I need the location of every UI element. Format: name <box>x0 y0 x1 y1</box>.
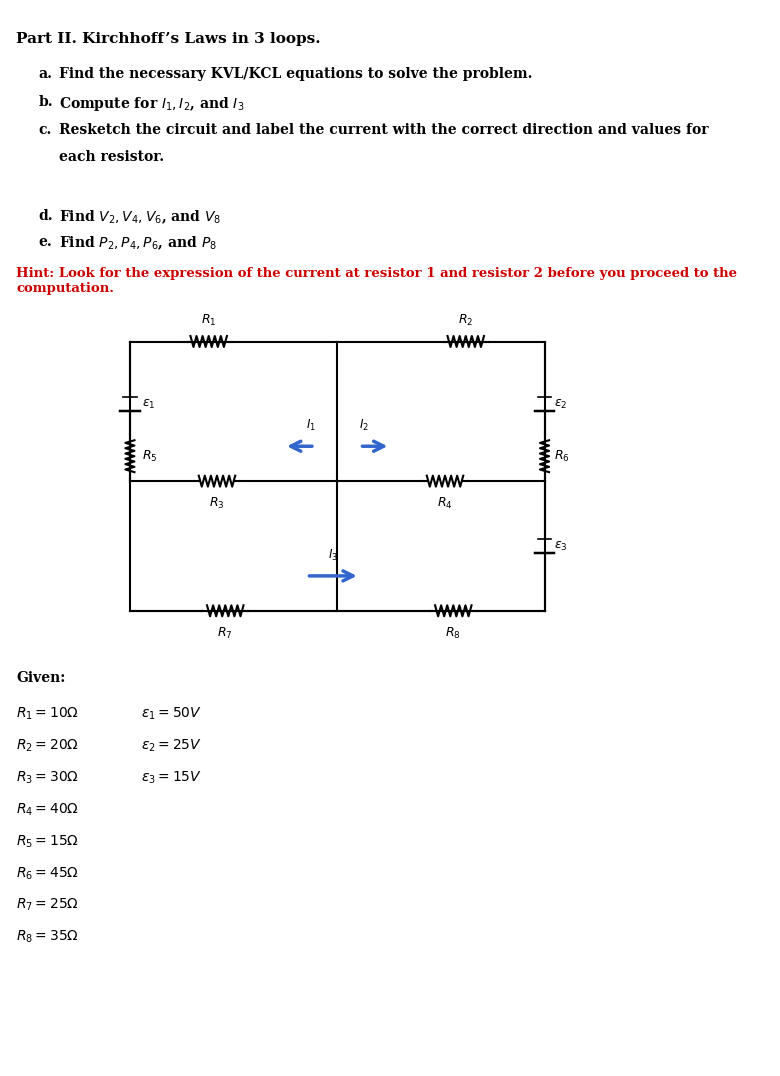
Text: $R_5 = 15\Omega$: $R_5 = 15\Omega$ <box>16 833 80 850</box>
Text: $I_2$: $I_2$ <box>359 419 369 434</box>
Text: $\varepsilon_1$: $\varepsilon_1$ <box>143 398 156 411</box>
Text: d.: d. <box>39 209 53 223</box>
Text: $R_1 = 10\Omega$: $R_1 = 10\Omega$ <box>16 706 80 722</box>
Text: $R_7 = 25\Omega$: $R_7 = 25\Omega$ <box>16 897 80 914</box>
Text: a.: a. <box>39 67 53 81</box>
Text: $R_1$: $R_1$ <box>201 312 216 327</box>
Text: Part II. Kirchhoff’s Laws in 3 loops.: Part II. Kirchhoff’s Laws in 3 loops. <box>16 32 321 46</box>
Text: Compute for $I_1, I_2$, and $I_3$: Compute for $I_1, I_2$, and $I_3$ <box>59 95 245 113</box>
Text: $R_7$: $R_7$ <box>218 626 233 641</box>
Text: $R_5$: $R_5$ <box>143 449 158 464</box>
Text: Hint: Look for the expression of the current at resistor 1 and resistor 2 before: Hint: Look for the expression of the cur… <box>16 267 737 295</box>
Text: Resketch the circuit and label the current with the correct direction and values: Resketch the circuit and label the curre… <box>59 123 709 137</box>
Text: e.: e. <box>39 235 52 249</box>
Text: $R_2 = 20\Omega$: $R_2 = 20\Omega$ <box>16 737 80 754</box>
Text: $R_3$: $R_3$ <box>209 496 225 511</box>
Text: $R_8$: $R_8$ <box>445 626 461 641</box>
Text: $\varepsilon_3 = 15V$: $\varepsilon_3 = 15V$ <box>140 769 202 785</box>
Text: $R_4 = 40\Omega$: $R_4 = 40\Omega$ <box>16 802 80 818</box>
Text: each resistor.: each resistor. <box>59 150 165 164</box>
Text: $\varepsilon_2 = 25V$: $\varepsilon_2 = 25V$ <box>140 737 202 754</box>
Text: $\varepsilon_1 = 50V$: $\varepsilon_1 = 50V$ <box>140 706 202 722</box>
Text: b.: b. <box>39 95 53 109</box>
Text: $R_2$: $R_2$ <box>458 312 473 327</box>
Text: $\varepsilon_3$: $\varepsilon_3$ <box>555 539 568 553</box>
Text: $\varepsilon_2$: $\varepsilon_2$ <box>555 398 568 411</box>
Text: $I_3$: $I_3$ <box>328 548 338 563</box>
Text: $R_6 = 45\Omega$: $R_6 = 45\Omega$ <box>16 865 80 881</box>
Text: $R_4$: $R_4$ <box>437 496 453 511</box>
Text: Find $V_2, V_4, V_6$, and $V_8$: Find $V_2, V_4, V_6$, and $V_8$ <box>59 209 222 226</box>
Text: Find the necessary KVL/KCL equations to solve the problem.: Find the necessary KVL/KCL equations to … <box>59 67 533 81</box>
Text: $R_8 = 35\Omega$: $R_8 = 35\Omega$ <box>16 929 80 946</box>
Text: Find $P_2, P_4, P_6$, and $P_8$: Find $P_2, P_4, P_6$, and $P_8$ <box>59 235 218 253</box>
Text: $R_3 = 30\Omega$: $R_3 = 30\Omega$ <box>16 769 80 785</box>
Text: Given:: Given: <box>16 670 66 684</box>
Text: $R_6$: $R_6$ <box>555 449 570 464</box>
Text: $I_1$: $I_1$ <box>306 419 316 434</box>
Text: c.: c. <box>39 123 52 137</box>
